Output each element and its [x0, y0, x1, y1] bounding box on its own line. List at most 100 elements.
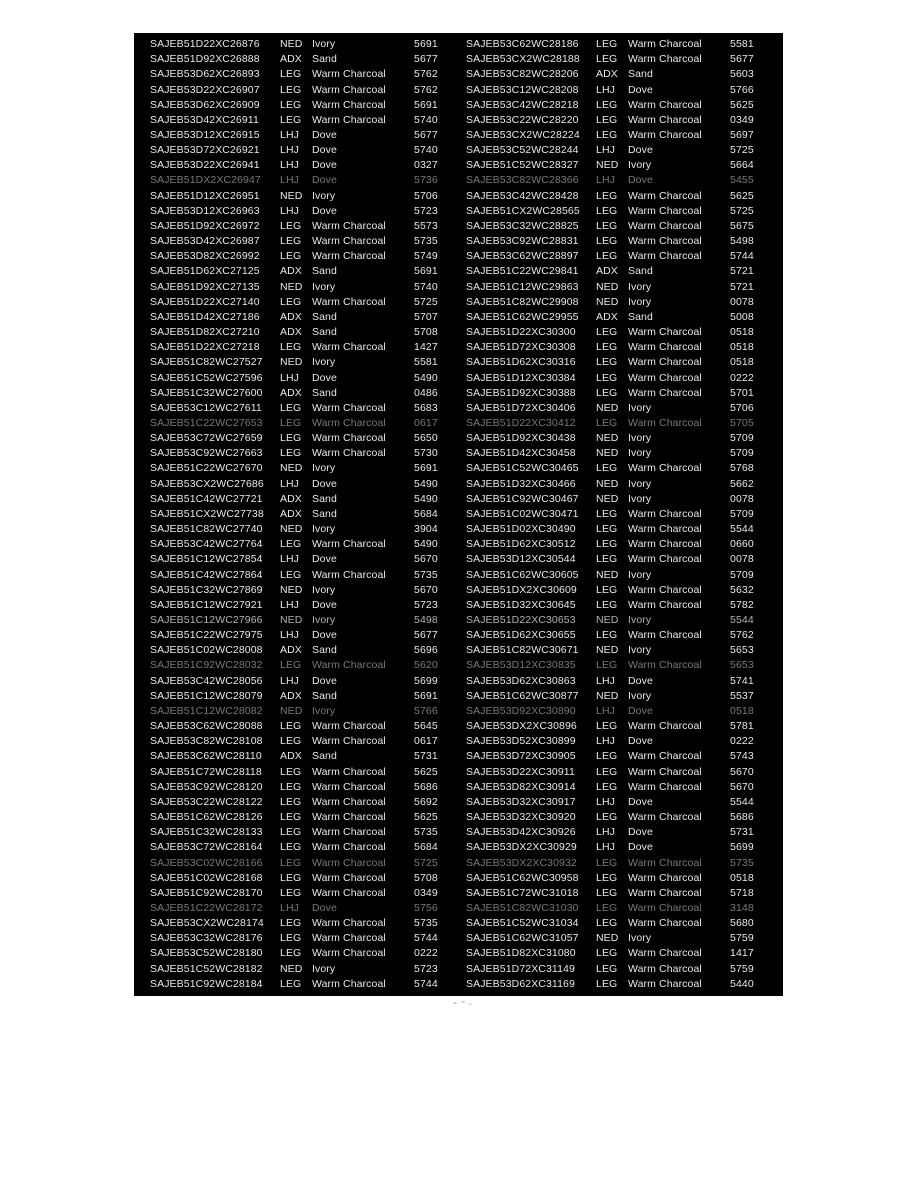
- cell-color-code: NED: [280, 357, 303, 369]
- cell-value: 5699: [414, 675, 438, 687]
- table-row: SAJEB53D12XC26963 LHJ Dove 5723: [150, 204, 460, 219]
- cell-value: 5762: [730, 630, 754, 642]
- cell-vin: SAJEB53C92WC28120: [150, 781, 263, 793]
- cell-vin: SAJEB53D12XC26915: [150, 130, 260, 142]
- table-row: SAJEB53C82WC28206 ADX Sand 5603: [466, 67, 776, 82]
- cell-value: 5498: [730, 236, 754, 248]
- table-row: SAJEB51D22XC27140 LEG Warm Charcoal 5725: [150, 295, 460, 310]
- cell-color-name: Sand: [628, 69, 653, 81]
- cell-value: 5677: [414, 130, 438, 142]
- cell-value: 5686: [730, 812, 754, 824]
- cell-value: 5490: [414, 478, 438, 490]
- table-row: SAJEB53D22XC26907 LEG Warm Charcoal 5762: [150, 82, 460, 97]
- cell-color-name: Warm Charcoal: [312, 342, 386, 354]
- cell-vin: SAJEB53C42WC27764: [150, 539, 263, 551]
- cell-color-code: LEG: [280, 857, 302, 869]
- cell-color-name: Warm Charcoal: [628, 220, 702, 232]
- table-row: SAJEB51C62WC30877 NED Ivory 5537: [466, 689, 776, 704]
- cell-vin: SAJEB51C12WC27966: [150, 615, 263, 627]
- cell-value: 5766: [414, 705, 438, 717]
- cell-color-code: LHJ: [280, 675, 299, 687]
- table-row: SAJEB53C22WC28122 LEG Warm Charcoal 5692: [150, 795, 460, 810]
- cell-color-name: Warm Charcoal: [628, 236, 702, 248]
- cell-color-code: ADX: [280, 387, 302, 399]
- cell-color-name: Warm Charcoal: [312, 978, 386, 990]
- cell-vin: SAJEB51D92XC30388: [466, 387, 576, 399]
- cell-value: 5697: [730, 130, 754, 142]
- cell-vin: SAJEB51CX2WC28565: [466, 205, 580, 217]
- cell-value: 1417: [730, 948, 754, 960]
- table-row: SAJEB51C82WC27527 NED Ivory 5581: [150, 355, 460, 370]
- cell-vin: SAJEB53C92WC27663: [150, 448, 263, 460]
- cell-color-name: Dove: [628, 796, 653, 808]
- cell-color-code: LEG: [280, 99, 302, 111]
- cell-color-name: Dove: [312, 372, 337, 384]
- table-row: SAJEB51D92XC26972 LEG Warm Charcoal 5573: [150, 219, 460, 234]
- cell-vin: SAJEB51C62WC28126: [150, 812, 263, 824]
- table-row: SAJEB53C62WC28110 ADX Sand 5731: [150, 749, 460, 764]
- cell-color-code: LEG: [280, 812, 302, 824]
- table-row: SAJEB53C42WC28218 LEG Warm Charcoal 5625: [466, 98, 776, 113]
- cell-color-code: LEG: [596, 872, 618, 884]
- table-row: SAJEB51D92XC30388 LEG Warm Charcoal 5701: [466, 386, 776, 401]
- cell-color-code: LEG: [280, 402, 302, 414]
- cell-vin: SAJEB51C12WC27921: [150, 599, 263, 611]
- cell-vin: SAJEB51C12WC29863: [466, 281, 579, 293]
- cell-color-name: Ivory: [628, 402, 652, 414]
- cell-color-code: LEG: [596, 417, 618, 429]
- cell-vin: SAJEB53D72XC26921: [150, 145, 260, 157]
- cell-color-code: LEG: [280, 220, 302, 232]
- cell-value: 5735: [414, 918, 438, 930]
- cell-vin: SAJEB51C82WC30671: [466, 645, 579, 657]
- cell-color-code: ADX: [596, 266, 618, 278]
- cell-value: 5653: [730, 660, 754, 672]
- cell-vin: SAJEB53D72XC30905: [466, 751, 576, 763]
- cell-value: 5740: [414, 114, 438, 126]
- cell-value: 5756: [414, 902, 438, 914]
- cell-color-code: LEG: [596, 205, 618, 217]
- cell-color-code: LHJ: [280, 630, 299, 642]
- table-row: SAJEB51C22WC29841 ADX Sand 5721: [466, 264, 776, 279]
- cell-vin: SAJEB51D22XC30300: [466, 327, 576, 339]
- cell-color-code: LEG: [596, 342, 618, 354]
- cell-value: 5625: [730, 99, 754, 111]
- table-row: SAJEB53D72XC30905 LEG Warm Charcoal 5743: [466, 749, 776, 764]
- table-row: SAJEB51C12WC28082 NED Ivory 5766: [150, 704, 460, 719]
- cell-color-name: Ivory: [312, 705, 336, 717]
- cell-value: 0078: [730, 554, 754, 566]
- cell-color-name: Warm Charcoal: [628, 327, 702, 339]
- table-row: SAJEB51D22XC30412 LEG Warm Charcoal 5705: [466, 416, 776, 431]
- cell-color-code: LEG: [596, 236, 618, 248]
- cell-value: 5708: [414, 872, 438, 884]
- cell-value: 5662: [730, 478, 754, 490]
- cell-vin: SAJEB53CX2WC28174: [150, 918, 264, 930]
- cell-value: 5650: [414, 433, 438, 445]
- cell-vin: SAJEB51D22XC30653: [466, 615, 576, 627]
- cell-color-code: LEG: [596, 539, 618, 551]
- table-row: SAJEB53C62WC28088 LEG Warm Charcoal 5645: [150, 719, 460, 734]
- cell-value: 5490: [414, 493, 438, 505]
- cell-color-name: Sand: [312, 266, 337, 278]
- cell-color-code: LEG: [280, 660, 302, 672]
- cell-value: 5744: [730, 251, 754, 263]
- cell-color-code: LEG: [280, 251, 302, 263]
- cell-color-code: LEG: [596, 99, 618, 111]
- cell-vin: SAJEB53D22XC30911: [466, 766, 575, 778]
- cell-color-name: Warm Charcoal: [628, 751, 702, 763]
- cell-value: 0617: [414, 736, 438, 748]
- cell-value: 0327: [414, 160, 438, 172]
- cell-color-name: Warm Charcoal: [312, 766, 386, 778]
- cell-color-code: LEG: [596, 387, 618, 399]
- cell-value: 5625: [730, 190, 754, 202]
- table-row: SAJEB51C92WC28032 LEG Warm Charcoal 5620: [150, 658, 460, 673]
- cell-value: 5709: [730, 433, 754, 445]
- cell-color-name: Warm Charcoal: [628, 357, 702, 369]
- table-row: SAJEB51C92WC30467 NED Ivory 0078: [466, 492, 776, 507]
- cell-value: 5762: [414, 69, 438, 81]
- cell-value: 5735: [414, 569, 438, 581]
- cell-color-name: Warm Charcoal: [312, 857, 386, 869]
- table-row: SAJEB53CX2WC28188 LEG Warm Charcoal 5677: [466, 52, 776, 67]
- cell-color-code: LHJ: [280, 205, 299, 217]
- cell-value: 0078: [730, 493, 754, 505]
- table-row: SAJEB53CX2WC28224 LEG Warm Charcoal 5697: [466, 128, 776, 143]
